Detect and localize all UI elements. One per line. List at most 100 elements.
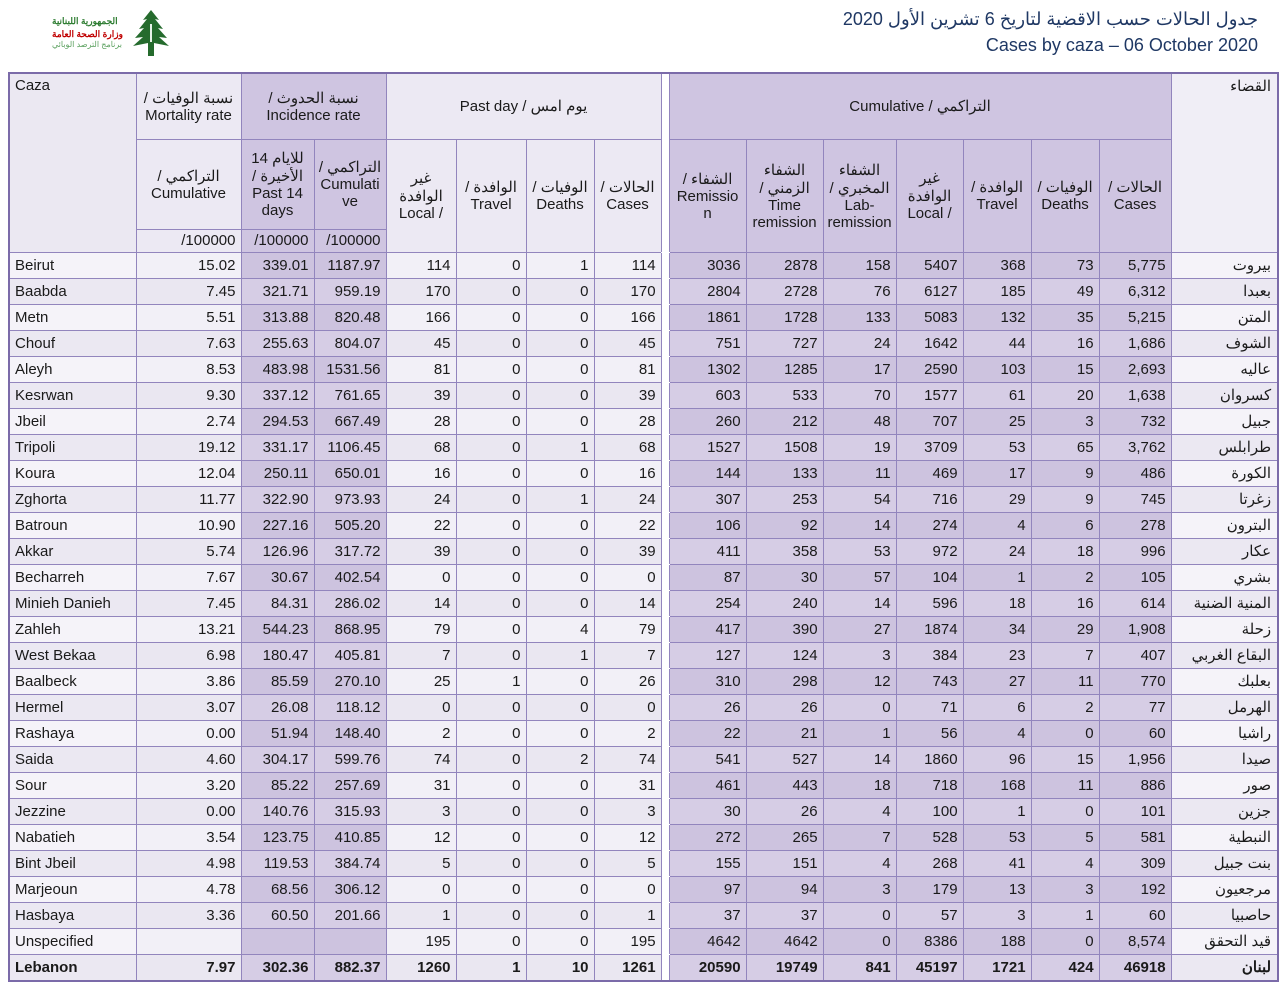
cell-pastday-travel: 0 [455,381,527,409]
cell-cum-time-remission: 94 [745,875,824,903]
cell-incidence-cumulative: 270.10 [313,667,387,695]
table-section-gap [660,277,670,305]
cell-pastday-local: 28 [385,407,457,435]
table-section-gap [660,537,670,565]
cell-cum-lab-remission: 12 [822,667,897,695]
cell-cum-deaths: 3 [1030,407,1100,435]
cell-pastday-travel: 0 [455,511,527,539]
table-row: Batroun 10.90 227.16 505.20 22 0 0 22 106 92 14 274… [8,511,1279,539]
cell-mortality-cumulative: 4.60 [135,745,242,773]
header-caza-en: Caza [8,72,137,253]
cell-cum-travel: 29 [962,485,1032,513]
cell-cum-local: 596 [895,589,964,617]
cell-incidence-past14: 255.63 [240,329,315,357]
cell-cum-local: 1642 [895,329,964,357]
cell-pastday-travel: 0 [455,407,527,435]
table-section-gap [660,745,670,773]
cell-cum-time-remission: 124 [745,641,824,669]
cell-mortality-cumulative: 0.00 [135,797,242,825]
cell-cum-lab-remission: 158 [822,251,897,279]
header-pd-deaths: الوفيات / Deaths [525,138,595,253]
cell-pastday-cases: 195 [593,927,662,955]
cell-cum-remission: 603 [668,381,747,409]
cell-cum-deaths: 20 [1030,381,1100,409]
cell-pastday-cases: 0 [593,563,662,591]
cell-cum-cases: 770 [1098,667,1172,695]
table-section-gap [660,407,670,435]
table-section-gap [660,433,670,461]
cell-pastday-travel: 0 [455,433,527,461]
cell-mortality-cumulative: 6.98 [135,641,242,669]
table-section-gap [660,771,670,799]
cell-pastday-travel: 0 [455,901,527,929]
table-row: Tripoli 19.12 331.17 1106.45 68 0 1 68 1527 1508 1… [8,433,1279,461]
cell-mortality-cumulative: 3.36 [135,901,242,929]
cell-cum-time-remission: 1728 [745,303,824,331]
cell-cum-local: 274 [895,511,964,539]
cell-cum-remission: 4642 [668,927,747,955]
cell-pastday-cases: 114 [593,251,662,279]
cell-cum-remission: 3036 [668,251,747,279]
cell-incidence-cumulative: 959.19 [313,277,387,305]
cell-incidence-cumulative: 306.12 [313,875,387,903]
cell-cum-lab-remission: 57 [822,563,897,591]
cell-pastday-travel: 0 [455,641,527,669]
cell-pastday-local: 24 [385,485,457,513]
cell-incidence-cumulative: 820.48 [313,303,387,331]
cell-cum-travel: 368 [962,251,1032,279]
cell-pastday-cases: 7 [593,641,662,669]
cell-cum-local: 100 [895,797,964,825]
cell-cum-local: 5083 [895,303,964,331]
cell-cum-lab-remission: 133 [822,303,897,331]
cell-cum-travel: 61 [962,381,1032,409]
cell-cum-travel: 13 [962,875,1032,903]
cell-cum-lab-remission: 0 [822,901,897,929]
cell-incidence-past14: 30.67 [240,563,315,591]
cell-cum-cases: 614 [1098,589,1172,617]
cell-cum-remission: 411 [668,537,747,565]
table-row: Saida 4.60 304.17 599.76 74 0 2 74 541 527 14 1860 9… [8,745,1279,773]
cell-pastday-travel: 0 [455,771,527,799]
cell-cum-lab-remission: 14 [822,511,897,539]
cell-cum-remission: 461 [668,771,747,799]
cell-mortality-cumulative: 7.45 [135,277,242,305]
cell-pastday-local: 114 [385,251,457,279]
table-row: Koura 12.04 250.11 650.01 16 0 0 16 144 133 11 469 1… [8,459,1279,487]
cell-pastday-travel: 0 [455,277,527,305]
cell-caza-en: Minieh Danieh [8,589,137,617]
cell-incidence-past14: 304.17 [240,745,315,773]
cell-cum-lab-remission: 18 [822,771,897,799]
cell-pastday-deaths: 2 [525,745,595,773]
cell-cum-deaths: 0 [1030,719,1100,747]
cell-caza-ar: الهرمل [1170,693,1279,721]
cell-pastday-deaths: 0 [525,797,595,825]
table-header: Caza نسبة الوفيات / Mortality rate نسبة … [8,72,1279,253]
cell-cum-remission: 310 [668,667,747,695]
cell-cum-local: 707 [895,407,964,435]
cell-cum-local: 528 [895,823,964,851]
cell-caza-en: Baalbeck [8,667,137,695]
cell-cum-deaths: 18 [1030,537,1100,565]
cell-caza-ar: الشوف [1170,329,1279,357]
table-section-gap [660,615,670,643]
cell-cum-local: 8386 [895,927,964,955]
cell-cum-time-remission: 533 [745,381,824,409]
cell-caza-ar: النبطية [1170,823,1279,851]
cell-cum-cases: 6,312 [1098,277,1172,305]
cell-caza-en: Zahleh [8,615,137,643]
cell-pastday-local: 39 [385,381,457,409]
table-row: West Bekaa 6.98 180.47 405.81 7 0 1 7 127 124 3 384… [8,641,1279,669]
cell-cum-cases: 5,775 [1098,251,1172,279]
table-section-gap [660,485,670,513]
cell-cum-cases: 192 [1098,875,1172,903]
cell-caza-ar: مرجعيون [1170,875,1279,903]
cell-pastday-local: 25 [385,667,457,695]
cell-cum-time-remission: 253 [745,485,824,513]
cell-cum-travel: 44 [962,329,1032,357]
cell-cum-remission: 155 [668,849,747,877]
cell-cum-deaths: 65 [1030,433,1100,461]
cell-cum-lab-remission: 841 [822,953,897,981]
cell-pastday-local: 81 [385,355,457,383]
report-titles: جدول الحالات حسب الاقضية لتاريخ 6 تشرين … [843,6,1258,58]
cell-cum-deaths: 9 [1030,485,1100,513]
